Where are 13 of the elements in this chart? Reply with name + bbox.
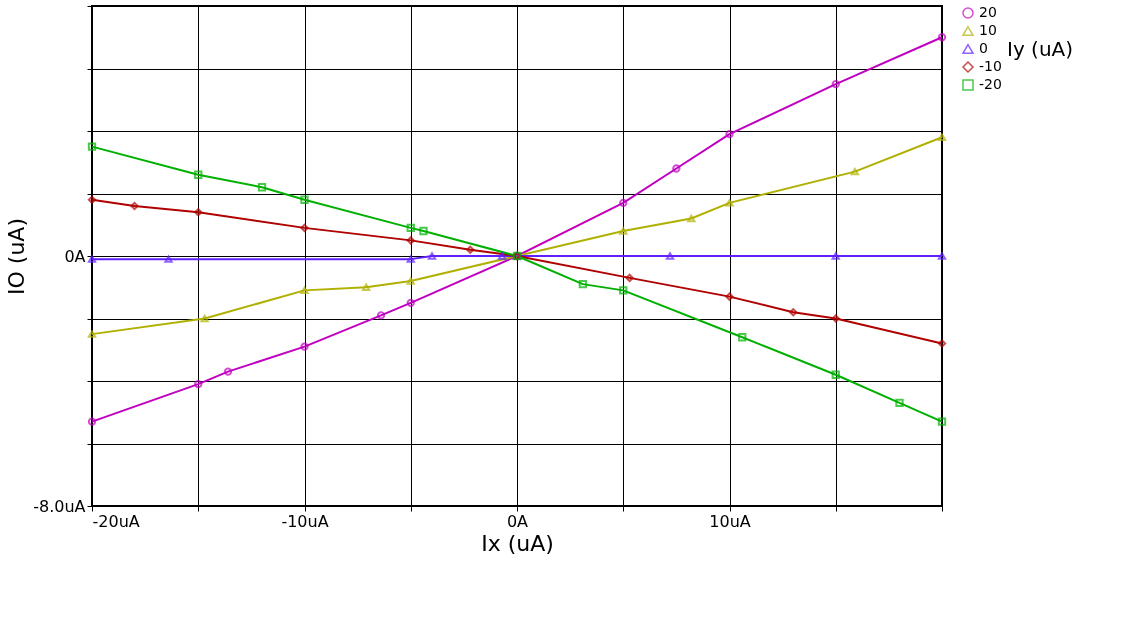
y-tick-label: -8.0uA	[33, 496, 86, 516]
legend-label: -10	[979, 58, 1002, 74]
legend-label: 20	[979, 4, 997, 20]
legend-label: -20	[979, 76, 1002, 92]
legend-label: 10	[979, 22, 997, 38]
legend-label: 0	[979, 40, 988, 56]
x-tick-label: 10uA	[709, 511, 751, 531]
x-axis-title: Ix (uA)	[481, 530, 554, 556]
x-tick-label: -10uA	[281, 511, 329, 531]
y-axis-title: IO (uA)	[4, 218, 30, 295]
x-tick-label: -20uA	[92, 511, 140, 531]
legend-title: Iy (uA)	[1007, 37, 1074, 61]
x-tick-label: 0A	[506, 511, 529, 531]
